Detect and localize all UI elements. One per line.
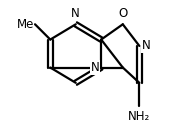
Text: N: N: [71, 7, 80, 20]
Text: Me: Me: [16, 18, 34, 31]
Text: NH₂: NH₂: [128, 110, 151, 123]
Text: N: N: [142, 39, 151, 52]
Text: O: O: [118, 7, 127, 20]
Text: N: N: [90, 61, 99, 74]
